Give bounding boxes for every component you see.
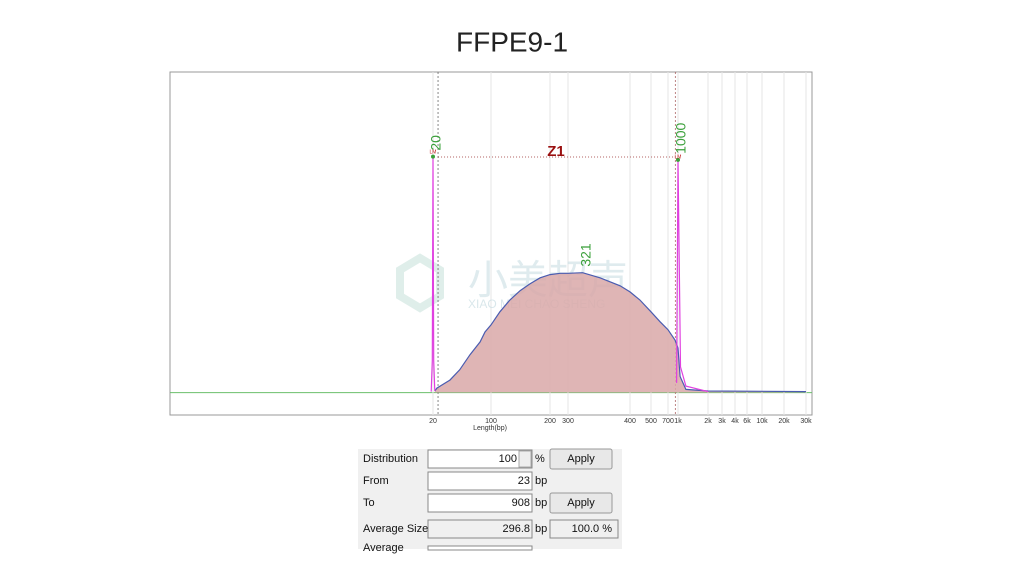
field-box: [427, 545, 533, 551]
field-label: From: [363, 475, 389, 487]
x-tick-label: 100: [485, 418, 497, 425]
x-tick-label: 1k: [674, 418, 682, 425]
x-tick-label: 3k: [718, 418, 726, 425]
field-unit: bp: [535, 497, 547, 509]
field-box[interactable]: [427, 449, 533, 469]
apply-button[interactable]: [549, 492, 613, 514]
x-tick-label: 300: [562, 418, 574, 425]
field-box[interactable]: [427, 471, 533, 491]
field-value: 100: [499, 453, 517, 465]
peak-label: 321: [577, 243, 593, 267]
field-label: To: [363, 497, 375, 509]
x-axis-label: Length(bp): [473, 425, 507, 432]
x-tick-label: 20: [429, 418, 437, 425]
x-tick-label: 10k: [756, 418, 768, 425]
apply-button-label[interactable]: Apply: [567, 453, 595, 465]
field-label: Average Size: [363, 523, 428, 535]
spinner[interactable]: [518, 450, 532, 468]
field-value: 908: [512, 497, 530, 509]
trace-line: [434, 272, 807, 393]
x-tick-label: 2k: [704, 418, 712, 425]
marker-label: LM: [430, 149, 437, 155]
field-label: Average: [363, 542, 404, 554]
peak-dot: [431, 154, 435, 159]
field-unit: bp: [535, 523, 547, 535]
x-tick-label: 200: [544, 418, 556, 425]
field-box: [427, 519, 533, 539]
apply-button-label[interactable]: Apply: [567, 497, 595, 509]
apply-button[interactable]: [549, 448, 613, 470]
x-tick-label: 400: [624, 418, 636, 425]
field-unit: bp: [535, 475, 547, 487]
peak-dot: [676, 157, 680, 162]
field-label: Distribution: [363, 453, 418, 465]
area-fill: [434, 272, 806, 393]
chart-title: FFPE9-1: [456, 26, 568, 57]
peak-label: 1000: [673, 122, 689, 153]
field-box: [549, 519, 619, 539]
x-tick-label: 500: [645, 418, 657, 425]
x-tick-label: 700: [662, 418, 674, 425]
watermark-logo: [396, 253, 444, 313]
x-tick-label: 30k: [800, 418, 812, 425]
field-box[interactable]: [427, 493, 533, 513]
x-tick-label: 4k: [731, 418, 739, 425]
field-value: 23: [518, 475, 530, 487]
marker-label: LM: [675, 154, 682, 160]
region-label: Z1: [547, 143, 565, 160]
field-extra: 100.0 %: [572, 523, 613, 535]
trace-line: [676, 159, 709, 393]
field-value: 296.8: [502, 523, 530, 535]
x-tick-label: 20k: [778, 418, 790, 425]
field-unit: %: [535, 453, 545, 465]
x-tick-label: 6k: [743, 418, 751, 425]
peak-label: 20: [428, 135, 444, 151]
